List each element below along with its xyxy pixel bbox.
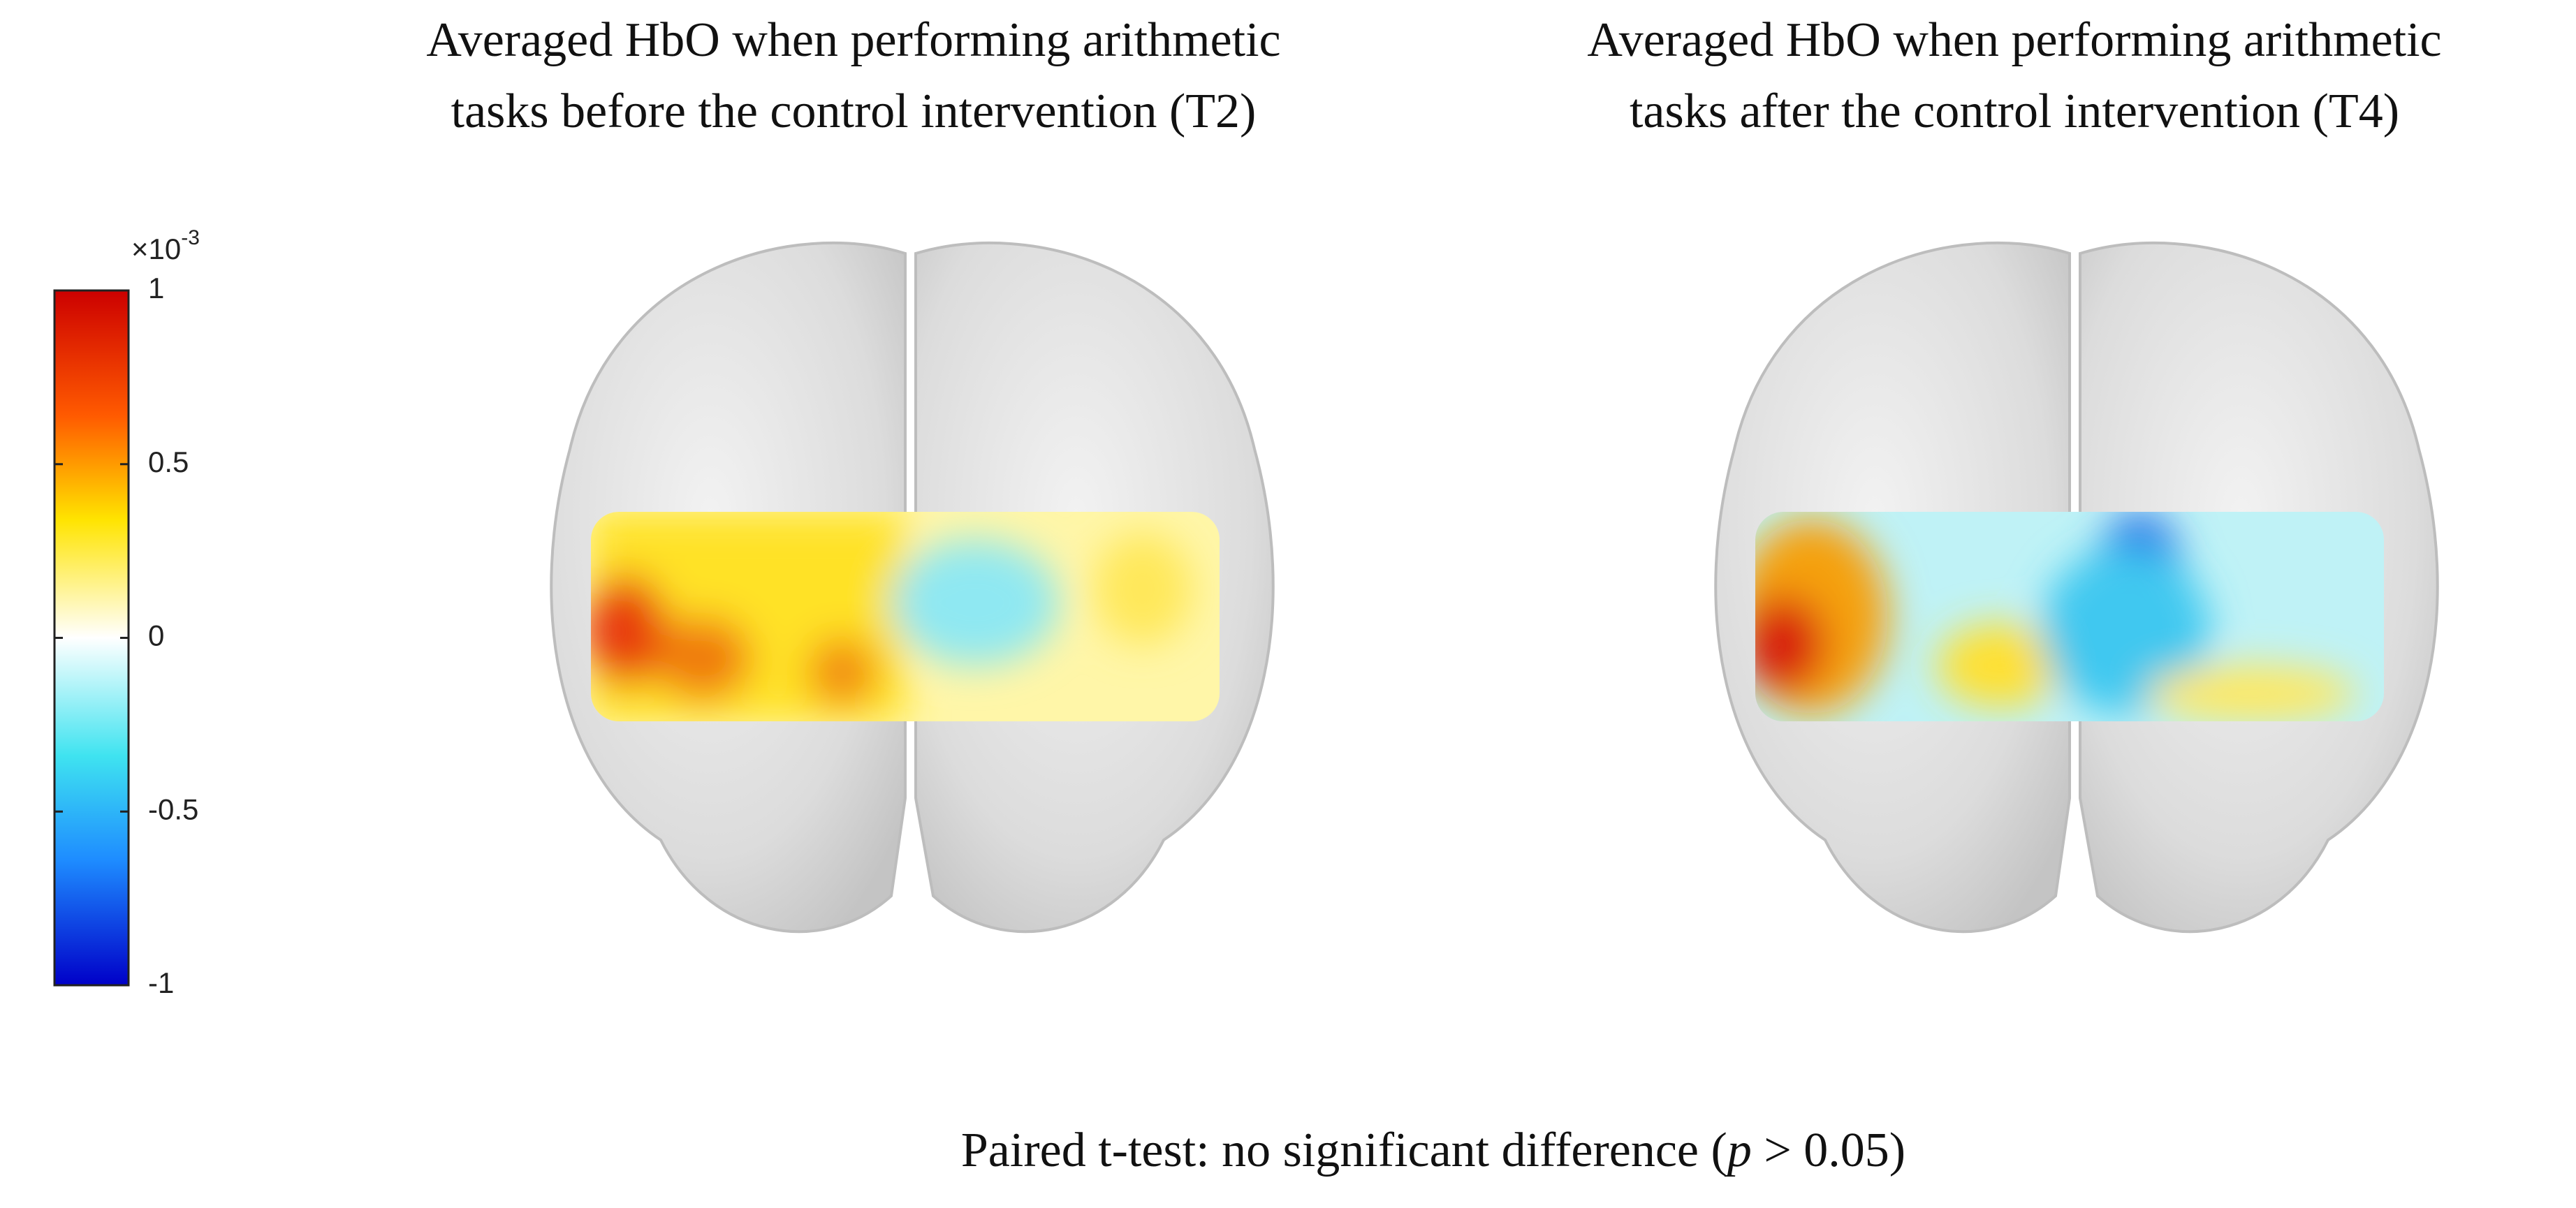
colorbar-gradient (53, 289, 130, 987)
title-line: Averaged HbO when performing arithmetic (426, 13, 1280, 67)
brain-front-view (550, 242, 1275, 934)
colorbar-scale: ×10-3 (131, 226, 200, 265)
tick-label: 0 (148, 619, 164, 652)
footer-note: Paired t-test: no significant difference… (961, 1124, 1905, 1177)
footer-text: > 0.05) (1752, 1124, 1905, 1177)
activation-map (1755, 512, 2384, 721)
tick-label: 0.5 (148, 445, 189, 478)
title-line: tasks before the control intervention (T… (451, 84, 1257, 138)
footer-p: p (1724, 1124, 1752, 1177)
brain-front-view (1714, 242, 2439, 934)
panel-title: Averaged HbO when performing arithmetic … (1587, 13, 2441, 138)
colorbar: ×10-3 1 0.5 0 -0.5 -1 (53, 226, 200, 999)
scale-base: ×10 (131, 233, 181, 265)
activation-map (591, 512, 1220, 721)
tick-label: 1 (148, 272, 164, 304)
title-line: Averaged HbO when performing arithmetic (1587, 13, 2441, 67)
tick-label: -1 (148, 966, 174, 999)
panel-title: Averaged HbO when performing arithmetic … (426, 13, 1280, 138)
title-line: tasks after the control intervention (T4… (1630, 84, 2399, 138)
footer-text: Paired t-test: no significant difference… (961, 1124, 1727, 1177)
tick-label: -0.5 (148, 793, 198, 825)
scale-power: -3 (181, 226, 200, 249)
